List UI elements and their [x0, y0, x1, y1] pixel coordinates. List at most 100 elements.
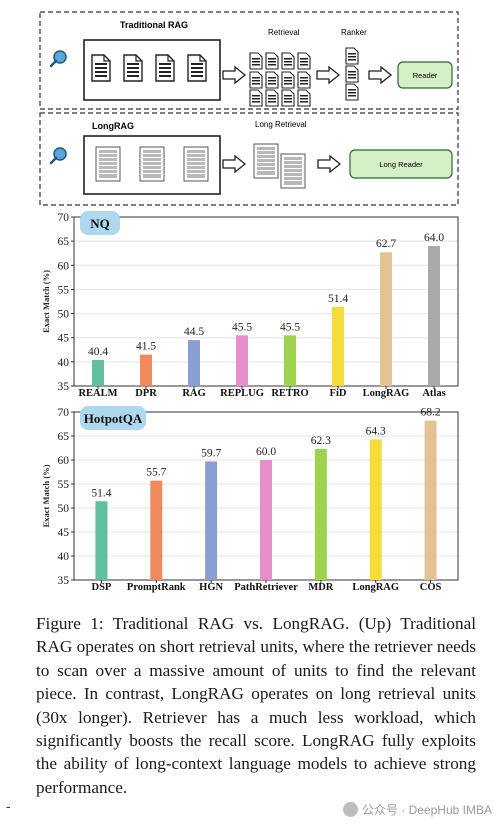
x-tick-label: DSP [92, 582, 112, 593]
bar-value-label: 55.7 [146, 467, 166, 479]
y-tick-label: 65 [58, 431, 70, 443]
bar-value-label: 45.5 [280, 321, 300, 333]
x-tick-label: MDR [308, 582, 333, 593]
y-tick-label: 35 [58, 381, 70, 393]
x-tick-label: HGN [199, 582, 223, 593]
figure-canvas: Traditional RAG Retrieval Ranker [39, 11, 459, 593]
document-icon [123, 54, 143, 82]
y-tick-label: 40 [58, 357, 70, 369]
document-icon [249, 89, 263, 107]
dash-mark: - [6, 798, 11, 814]
document-icon [281, 89, 295, 107]
long-document-icon [95, 146, 121, 182]
arrow-right-icon [368, 66, 392, 84]
bar-value-label: 41.5 [136, 341, 156, 353]
y-tick-label: 50 [58, 503, 70, 515]
x-tick-label: LongRAG [363, 388, 410, 399]
bar-value-label: 62.3 [311, 435, 331, 447]
bar [92, 359, 104, 386]
y-tick-label: 45 [58, 333, 70, 345]
figure-caption: Figure 1: Traditional RAG vs. LongRAG. (… [36, 614, 476, 797]
chart-title-badge [80, 406, 146, 430]
watermark-text: 公众号 · DeepHub IMBA [361, 803, 492, 817]
y-axis-label: Exact Match (%) [41, 270, 51, 333]
arrow-right-icon [316, 66, 340, 84]
longrag-panel: LongRAG Long Retrieval Long Reader [39, 112, 459, 206]
document-icon [297, 89, 311, 107]
y-tick-label: 50 [58, 309, 70, 321]
long-reader-label: Long Reader [379, 160, 423, 169]
y-tick-label: 35 [58, 575, 70, 587]
document-icon [91, 54, 111, 82]
bar-value-label: 60.0 [256, 446, 276, 458]
x-tick-label: COS [420, 582, 442, 593]
y-tick-label: 70 [58, 212, 70, 224]
bar [188, 340, 200, 386]
bar-value-label: 68.2 [421, 407, 441, 419]
long-document-icon [253, 143, 279, 179]
long-document-icon [139, 146, 165, 182]
longrag-title: LongRAG [92, 121, 134, 131]
document-icon [265, 71, 279, 89]
arrow-right-icon [222, 155, 246, 173]
document-icon [297, 71, 311, 89]
bar-value-label: 51.4 [91, 487, 111, 499]
document-icon [249, 52, 263, 70]
x-tick-label: PromptRank [127, 582, 186, 593]
chart-title: NQ [90, 216, 110, 231]
search-icon [49, 146, 68, 165]
chart-title-badge [80, 211, 120, 235]
y-tick-label: 60 [58, 455, 70, 467]
document-icon [265, 52, 279, 70]
ranker-label: Ranker [341, 28, 367, 37]
long-retrieval-label: Long Retrieval [255, 120, 307, 129]
bar-value-label: 44.5 [184, 326, 204, 338]
wechat-icon [342, 802, 358, 817]
document-icon [345, 65, 359, 83]
long-document-icon [183, 146, 209, 182]
bar-value-label: 51.4 [328, 293, 348, 305]
x-tick-label: LongRAG [352, 582, 399, 593]
bar-value-label: 45.5 [232, 321, 252, 333]
long-document-icon [280, 153, 306, 189]
document-icon [345, 47, 359, 65]
y-tick-label: 65 [58, 236, 70, 248]
bar [95, 501, 108, 580]
traditional-rag-title: Traditional RAG [120, 20, 188, 30]
y-axis-label: Exact Match (%) [41, 464, 51, 527]
x-tick-label: REALM [78, 388, 117, 399]
document-icon [187, 54, 207, 82]
hotpotqa-bar-chart: 35 40 45 50 55 60 65 70 Exact Match (%) HotpotQA 5… [41, 406, 459, 593]
x-tick-label: RAG [182, 388, 205, 399]
bar [205, 461, 218, 580]
search-icon [49, 49, 68, 68]
y-tick-label: 55 [58, 284, 70, 296]
y-tick-label: 40 [58, 551, 70, 563]
watermark: 公众号 · DeepHub IMBA [342, 801, 492, 818]
bar-value-label: 62.7 [376, 238, 396, 250]
bar [284, 335, 296, 386]
reader-label: Reader [413, 71, 438, 80]
document-icon [281, 71, 295, 89]
x-tick-label: REPLUG [220, 388, 264, 399]
x-tick-label: DPR [135, 388, 157, 399]
arrow-right-icon [317, 155, 341, 173]
document-icon [297, 52, 311, 70]
x-tick-label: PathRetriever [234, 582, 298, 593]
document-icon [249, 71, 263, 89]
x-tick-label: FiD [330, 388, 347, 399]
bar [380, 252, 392, 386]
bar [332, 306, 344, 386]
chart-title: HotpotQA [84, 411, 143, 426]
document-icon [345, 83, 359, 101]
bar-value-label: 64.0 [424, 232, 444, 244]
arrow-right-icon [222, 66, 246, 84]
bar [150, 480, 163, 580]
retrieval-label: Retrieval [268, 28, 300, 37]
long-reader-box [349, 149, 453, 179]
y-tick-label: 55 [58, 479, 70, 491]
x-tick-label: RETRO [271, 388, 308, 399]
x-tick-label: Atlas [422, 388, 445, 399]
traditional-rag-panel: Traditional RAG Retrieval Ranker [39, 11, 459, 110]
bar-value-label: 59.7 [201, 447, 221, 459]
